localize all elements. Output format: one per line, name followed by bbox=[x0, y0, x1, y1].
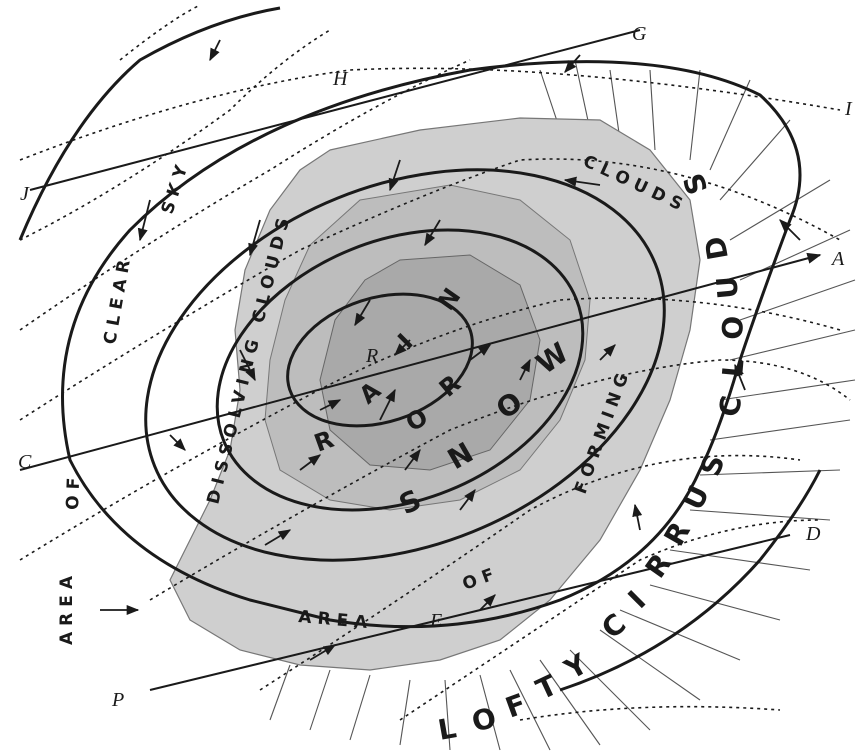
dotted-lines bbox=[19, 4, 851, 721]
label-I: I bbox=[844, 98, 853, 120]
letter-cirrus-L2: L bbox=[716, 358, 750, 379]
label-sky: SKY bbox=[158, 157, 194, 216]
point-labels: G H I J A C D E P R bbox=[18, 23, 853, 711]
letter-cirrus-R2: R bbox=[657, 516, 696, 551]
label-R-center: R bbox=[365, 345, 378, 367]
letter-cirrus-S2: S bbox=[677, 169, 715, 199]
letter-cirrus-R1: R bbox=[639, 547, 678, 584]
label-C: C bbox=[18, 451, 32, 473]
label-J: J bbox=[20, 183, 30, 205]
letter-cirrus-U2: U bbox=[710, 275, 745, 301]
label-D: D bbox=[805, 523, 821, 545]
label-P: P bbox=[111, 689, 124, 711]
letter-cirrus-O2: O bbox=[716, 315, 750, 340]
letter-cirrus-I: I bbox=[622, 584, 653, 615]
letter-cirrus-T: T bbox=[531, 668, 562, 706]
straight-lines bbox=[19, 29, 822, 691]
letter-cirrus-L: L bbox=[435, 711, 458, 747]
label-area-left: AREA bbox=[57, 570, 77, 645]
letter-cirrus-U: U bbox=[676, 480, 716, 515]
label-of-left: OF bbox=[63, 471, 84, 510]
precipitation-shading bbox=[169, 117, 701, 671]
label-A: A bbox=[830, 248, 845, 270]
label-clear: CLEAR bbox=[100, 253, 136, 346]
isobars bbox=[18, 6, 822, 692]
letter-cirrus-S1: S bbox=[694, 450, 732, 480]
label-H: H bbox=[332, 68, 349, 90]
wind-arrows bbox=[100, 39, 801, 661]
letter-cirrus-O1: O bbox=[468, 701, 500, 739]
letter-cirrus-D: D bbox=[698, 234, 735, 263]
label-G: G bbox=[632, 23, 647, 45]
label-E: E bbox=[429, 610, 442, 632]
letter-cirrus-F: F bbox=[501, 687, 530, 725]
